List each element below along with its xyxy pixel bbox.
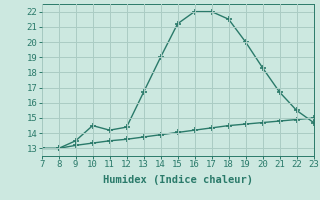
X-axis label: Humidex (Indice chaleur): Humidex (Indice chaleur) <box>103 175 252 185</box>
